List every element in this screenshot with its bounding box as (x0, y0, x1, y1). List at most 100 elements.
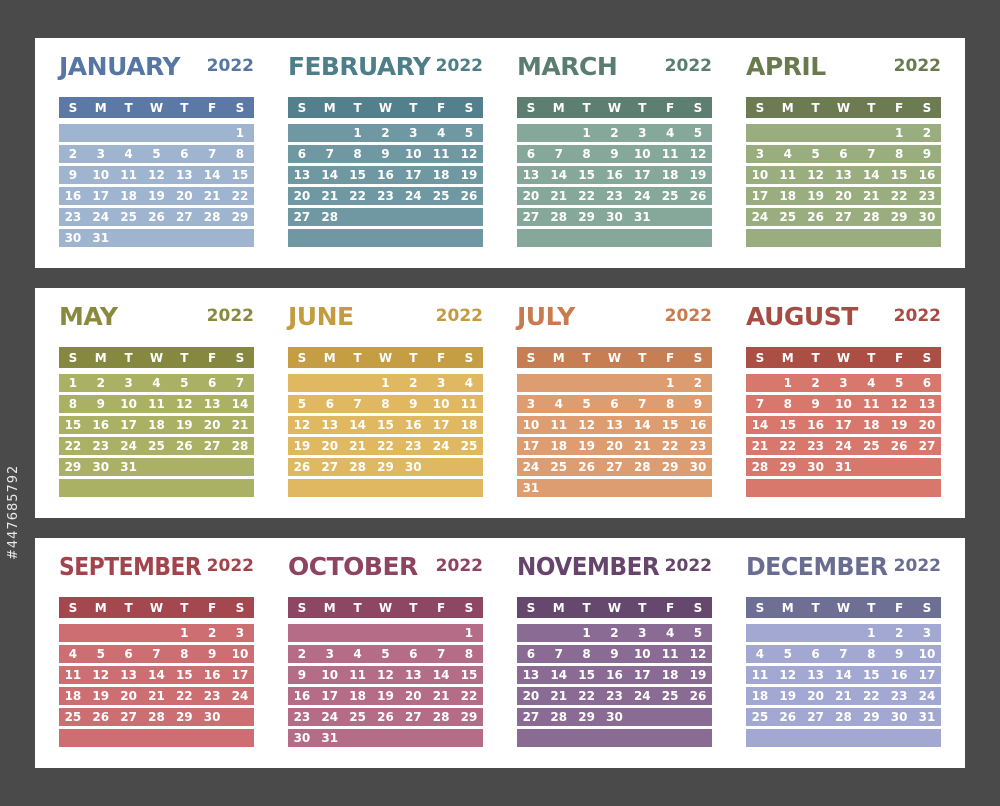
weekday-label: T (582, 600, 591, 615)
day-cell: 12 (689, 647, 707, 661)
weekday-label: S (235, 600, 245, 615)
day-cell: 27 (522, 210, 540, 224)
day-cell: 9 (409, 397, 418, 411)
day-cell: 16 (92, 418, 110, 432)
month-year: 2022 (435, 56, 483, 76)
week-row: 18 19 20 21 22 23 24 (746, 687, 941, 705)
day-cell: 29 (64, 460, 82, 474)
weekday-label: F (208, 350, 217, 365)
day-cell: 13 (404, 668, 422, 682)
day-cell: 16 (890, 668, 908, 682)
day-cell: 23 (606, 689, 623, 703)
day-cell: 28 (203, 210, 221, 224)
day-cell: 5 (582, 397, 591, 411)
weekday-label: S (68, 600, 78, 615)
day-cell: 17 (231, 668, 249, 682)
day-cell: 8 (582, 147, 591, 161)
day-cell: 13 (606, 418, 623, 432)
weekday-label: F (208, 100, 217, 115)
day-cell: 3 (755, 147, 765, 161)
day-cell: 19 (689, 168, 707, 182)
day-cell: 13 (120, 668, 137, 682)
day-cell: 9 (96, 397, 105, 411)
week-row (59, 479, 254, 497)
month-may: MAY 2022 S M T W T F S 1 2 3 4 5 6 7 8 9 10 11 12 13 14 15 16 17 1… (59, 288, 254, 518)
day-cell: 8 (665, 397, 675, 411)
calendar-panel-q1: JANUARY 2022 S M T W T F S 1 2 3 4 5 6 7 8 9 10 11 12 13 14 15 1… (35, 38, 965, 268)
day-cell: 8 (68, 397, 78, 411)
day-cell: 7 (554, 647, 563, 661)
weekday-label: W (607, 350, 622, 365)
day-cell: 11 (460, 397, 478, 411)
day-cell: 11 (349, 668, 366, 682)
day-cell: 10 (120, 397, 137, 411)
day-cell: 3 (839, 376, 848, 390)
day-cell: 6 (526, 647, 536, 661)
day-cell: 16 (606, 668, 623, 682)
day-cell: 30 (807, 460, 824, 474)
stock-watermark-id: #447685792 (6, 464, 21, 560)
day-cell: 5 (180, 376, 189, 390)
weekday-label: S (464, 350, 474, 365)
day-cell: 12 (689, 147, 707, 161)
day-cell: 2 (68, 147, 78, 161)
week-row: 16 17 18 19 20 21 22 (59, 187, 254, 205)
day-cell: 28 (432, 710, 450, 724)
week-row: 1 2 3 (59, 624, 254, 642)
day-cell: 9 (381, 147, 390, 161)
month-name: NOVEMBER (517, 552, 660, 581)
day-cell: 27 (203, 439, 221, 453)
day-cell: 8 (783, 397, 792, 411)
day-cell: 1 (582, 126, 591, 140)
day-cell: 25 (661, 189, 679, 203)
day-cell: 10 (835, 397, 852, 411)
day-cell: 22 (578, 689, 595, 703)
day-cell: 9 (207, 647, 217, 661)
weekday-label: T (353, 600, 362, 615)
week-row: 20 21 22 23 24 25 26 (517, 687, 712, 705)
day-cell: 6 (207, 376, 217, 390)
week-row (517, 229, 712, 247)
day-cell: 24 (231, 689, 249, 703)
week-row: 26 27 28 29 30 (288, 458, 483, 476)
month-january: JANUARY 2022 S M T W T F S 1 2 3 4 5 6 7 8 9 10 11 12 13 14 15 1… (59, 38, 254, 268)
week-row: 20 21 22 23 24 25 26 (517, 187, 712, 205)
weekday-label: F (895, 350, 904, 365)
day-cell: 7 (207, 147, 217, 161)
week-row: 29 30 31 (59, 458, 254, 476)
day-cell: 16 (64, 189, 82, 203)
day-cell: 30 (404, 460, 422, 474)
day-cell: 6 (409, 647, 418, 661)
day-cell: 9 (693, 397, 703, 411)
day-cell: 2 (207, 626, 217, 640)
weekday-label: S (693, 600, 703, 615)
week-row: 25 26 27 28 29 30 31 (746, 708, 941, 726)
day-cell: 6 (325, 397, 334, 411)
weekday-label: W (836, 600, 851, 615)
day-cell: 20 (606, 439, 623, 453)
day-cell: 14 (148, 668, 165, 682)
week-row: 1 2 3 4 5 (517, 124, 712, 142)
month-year: 2022 (206, 56, 254, 76)
week-row: 14 15 16 17 18 19 20 (746, 416, 941, 434)
day-cell: 21 (231, 418, 249, 432)
week-row: 27 28 (288, 208, 483, 226)
weekday-label: T (811, 100, 820, 115)
day-cell: 4 (464, 376, 474, 390)
weekday-label: M (94, 600, 107, 615)
day-cell: 27 (321, 460, 339, 474)
day-cell: 11 (148, 397, 165, 411)
day-cell: 17 (918, 668, 936, 682)
weekday-label: T (811, 350, 820, 365)
week-row: 2 3 4 5 6 7 8 (288, 645, 483, 663)
day-cell: 7 (839, 647, 848, 661)
day-cell: 8 (582, 647, 591, 661)
day-cell: 7 (325, 147, 334, 161)
month-name: FEBRUARY (288, 52, 431, 81)
month-name: AUGUST (746, 302, 858, 331)
